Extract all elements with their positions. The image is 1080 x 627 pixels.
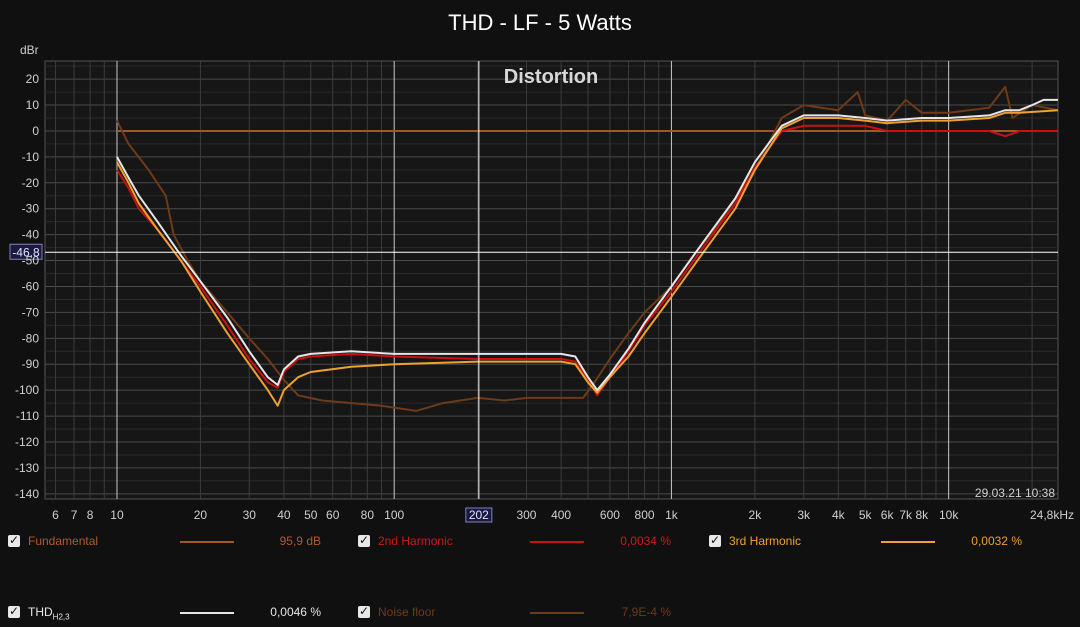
thd-checkbox[interactable]: [8, 604, 20, 618]
series-layer: [116, 85, 1059, 412]
series-thdh2-3-line: [116, 98, 1058, 392]
y-tick-label: -100: [15, 383, 39, 397]
legend-item-noise-floor[interactable]: Noise floor 7,9E-4 %: [358, 604, 688, 624]
x-tick-label: 5k: [859, 508, 873, 522]
cursor-x-readout-box: [465, 507, 493, 523]
x-tick-label: 6: [52, 508, 59, 522]
timestamp: 29.03.21 10:38: [975, 486, 1055, 500]
x-tick-label: 30: [243, 508, 257, 522]
y-tick-label: -80: [22, 331, 40, 345]
x-tick-label: 8k: [915, 508, 929, 522]
x-tick-label: 60: [326, 508, 340, 522]
x-tick-label: 10: [110, 508, 124, 522]
x-tick-label: 40: [277, 508, 291, 522]
legend-swatch: [180, 612, 234, 614]
y-tick-label: -10: [22, 150, 40, 164]
legend-item-fundamental[interactable]: Fundamental 95,9 dB: [8, 533, 338, 553]
legend-item-2nd-harmonic[interactable]: 2nd Harmonic 0,0034 %: [358, 533, 688, 553]
y-tick-label: -30: [22, 202, 40, 216]
y-tick-label: -70: [22, 305, 40, 319]
chart-annotation: Distortion: [504, 66, 598, 88]
legend-label: 3rd Harmonic: [729, 534, 802, 548]
legend-label: THDH2,3: [28, 605, 70, 621]
series-noise-floor-line: [116, 85, 1059, 412]
legend-row-2: THDH2,3 0,0046 % Noise floor 7,9E-4 %: [0, 604, 1080, 624]
chart-title: THD - LF - 5 Watts: [448, 10, 632, 35]
x-tick-label: 800: [635, 508, 655, 522]
y-axis-label: dBr: [20, 43, 39, 57]
series-2nd-harmonic-line: [116, 124, 1058, 397]
legend-label: Fundamental: [28, 534, 99, 548]
legend-label: Noise floor: [378, 605, 436, 619]
legend-label-sub: H2,3: [52, 612, 70, 622]
x-tick-label: 80: [361, 508, 375, 522]
y-tick-label: -140: [15, 487, 39, 501]
x-tick-label: 7k: [899, 508, 913, 522]
x-tick-label: 4k: [832, 508, 846, 522]
x-tick-label: 24,8kHz: [1030, 508, 1074, 522]
y-tick-label: -110: [16, 409, 39, 423]
y-tick-label: -60: [22, 279, 40, 293]
x-tick-label: 100: [384, 508, 404, 522]
x-tick-label: 50: [304, 508, 318, 522]
plot-area: [44, 60, 1059, 500]
x-tick-label: 1k: [665, 508, 679, 522]
cursor[interactable]: -46,8 202: [9, 61, 1058, 523]
3rd-harmonic-checkbox[interactable]: [709, 533, 721, 547]
x-tick-label: 2k: [749, 508, 763, 522]
x-tick-label: 400: [551, 508, 571, 522]
legend-value: 0,0034 %: [620, 534, 671, 548]
legend-row-1: Fundamental 95,9 dB 2nd Harmonic 0,0034 …: [0, 533, 1080, 553]
legend-value: 0,0032 %: [971, 534, 1022, 548]
x-tick-label: 300: [516, 508, 536, 522]
cursor-y-readout-box: [9, 243, 43, 260]
x-tick-label: 3k: [797, 508, 811, 522]
y-tick-label: 10: [26, 98, 40, 112]
legend-swatch: [881, 541, 935, 543]
y-tick-label: -120: [15, 435, 39, 449]
cursor-y-readout: -46,8: [12, 245, 40, 259]
y-tick-label: 20: [26, 72, 40, 86]
y-tick-label: 0: [32, 124, 39, 138]
y-tick-label: -40: [22, 228, 40, 242]
y-tick-label: -130: [15, 461, 39, 475]
x-tick-label: 6k: [881, 508, 895, 522]
legend-value: 95,9 dB: [279, 534, 321, 548]
legend-swatch: [180, 541, 234, 543]
legend-item-thd[interactable]: THDH2,3 0,0046 %: [8, 604, 338, 624]
cursor-x-readout: 202: [469, 508, 489, 522]
axes: 20100-10-20-30-40-50-60-70-80-90-100-110…: [15, 72, 1074, 522]
x-tick-label: 8: [87, 508, 94, 522]
2nd-harmonic-checkbox[interactable]: [358, 533, 370, 547]
series-3rd-harmonic-line: [116, 109, 1059, 407]
x-tick-label: 7: [71, 508, 78, 522]
legend-label: 2nd Harmonic: [378, 534, 453, 548]
y-tick-label: -90: [22, 357, 40, 371]
x-tick-label: 600: [600, 508, 620, 522]
legend-value: 0,0046 %: [270, 605, 321, 619]
fundamental-checkbox[interactable]: [8, 533, 20, 547]
legend-item-3rd-harmonic[interactable]: 3rd Harmonic 0,0032 %: [709, 533, 1039, 553]
grid: [45, 61, 1058, 499]
legend-swatch: [530, 541, 584, 543]
y-tick-label: -50: [22, 254, 40, 268]
legend-value: 7,9E-4 %: [621, 605, 671, 619]
legend-swatch: [530, 612, 584, 614]
y-tick-label: -20: [22, 176, 40, 190]
legend-label-main: THD: [28, 605, 53, 619]
x-tick-label: 10k: [939, 508, 959, 522]
noise-floor-checkbox[interactable]: [358, 604, 370, 618]
x-tick-label: 20: [194, 508, 208, 522]
